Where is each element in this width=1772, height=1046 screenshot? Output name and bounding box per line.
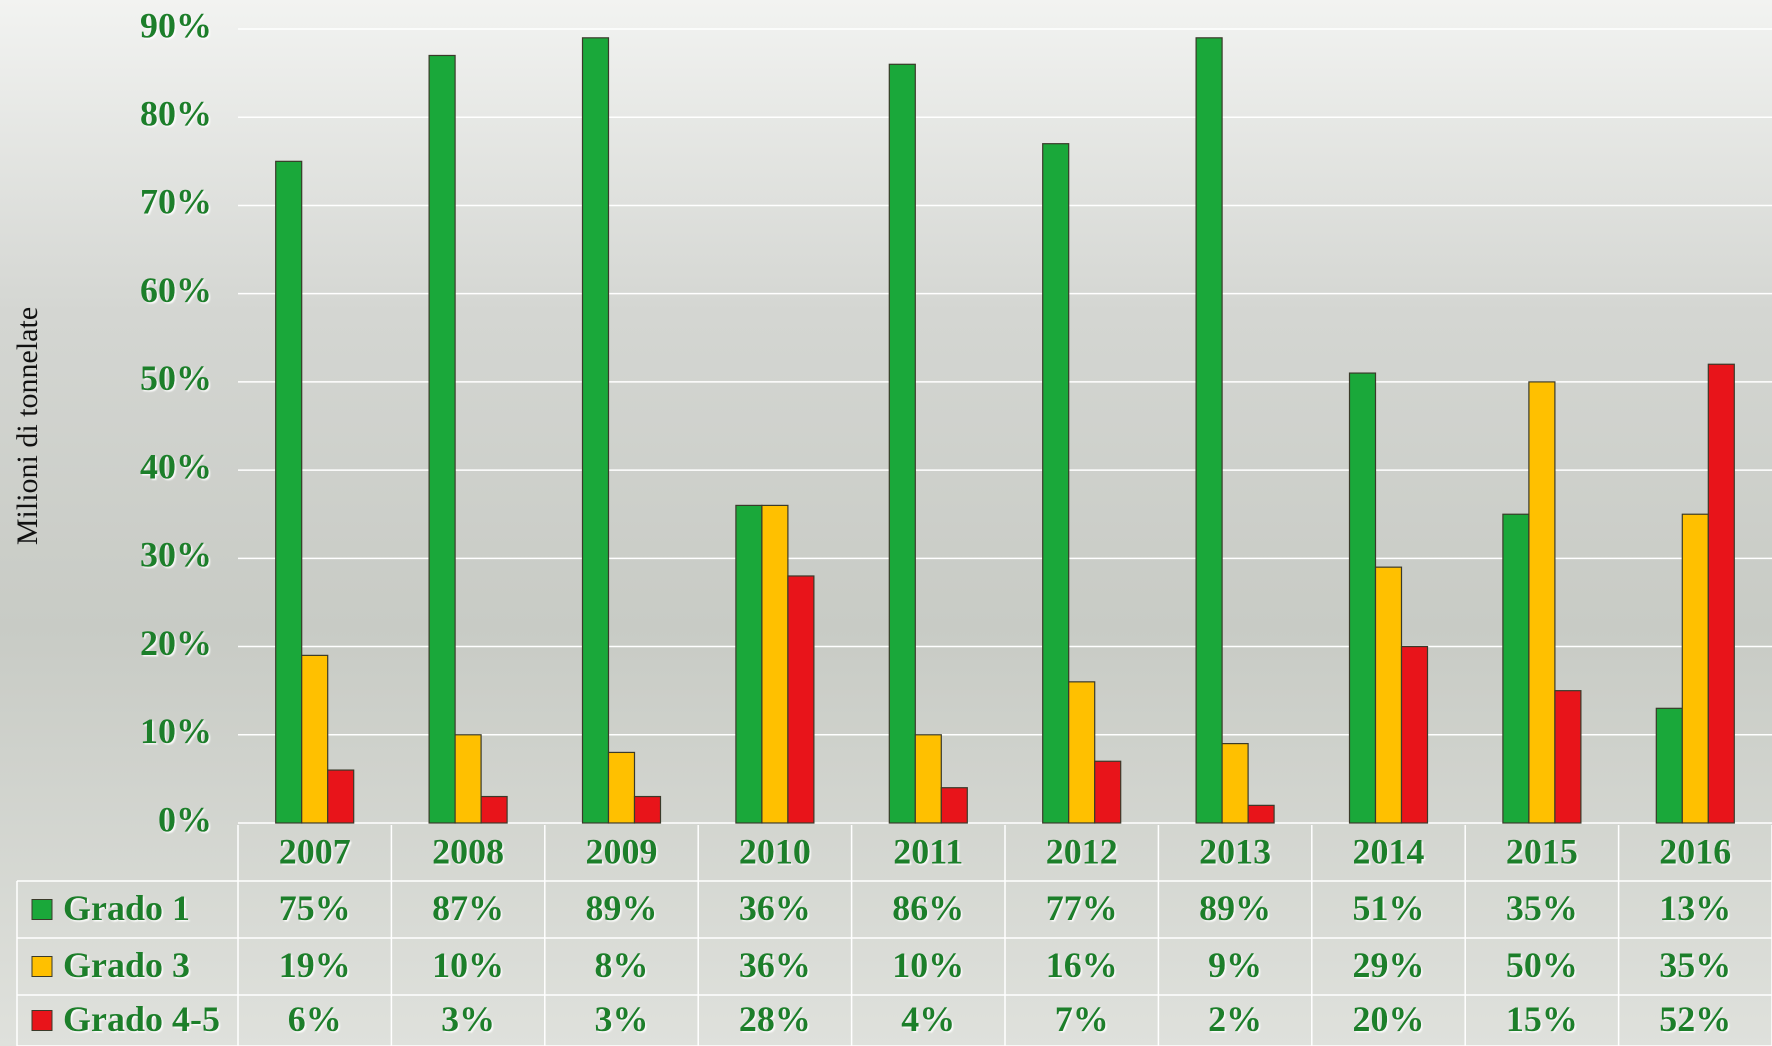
bar <box>1681 513 1709 824</box>
x-tick-label: 2016 <box>1659 831 1731 871</box>
bar <box>1707 363 1735 824</box>
y-tick-label: 90% <box>140 5 212 45</box>
table-value: 28% <box>739 999 811 1039</box>
y-axis-label: Milioni di tonnelate <box>11 307 44 545</box>
bar <box>1348 372 1377 824</box>
table-value: 9% <box>1208 945 1262 985</box>
legend-label: Grado 1 <box>63 888 190 928</box>
bar <box>1195 37 1223 824</box>
table-value: 87% <box>432 888 504 928</box>
bar <box>1528 381 1556 824</box>
bar <box>1655 707 1683 824</box>
legend-swatch <box>31 1010 53 1031</box>
x-tick-label: 2010 <box>739 831 811 871</box>
bar <box>1374 566 1403 824</box>
legend-label: Grado 4-5 <box>63 999 220 1039</box>
y-tick-label: 40% <box>140 446 212 486</box>
bar <box>761 504 789 824</box>
bar <box>1400 645 1429 824</box>
y-tick-label: 30% <box>140 535 212 575</box>
table-value: 52% <box>1659 999 1731 1039</box>
table-value: 7% <box>1055 999 1109 1039</box>
table-value: 3% <box>595 999 649 1039</box>
y-tick-label: 70% <box>140 182 212 222</box>
table-value: 89% <box>1199 888 1271 928</box>
table-value: 75% <box>279 888 351 928</box>
y-tick-label: 60% <box>140 270 212 310</box>
table-value: 86% <box>892 888 964 928</box>
x-tick-label: 2009 <box>586 831 658 871</box>
table-value: 3% <box>441 999 495 1039</box>
bar <box>633 795 662 824</box>
table-value: 29% <box>1353 945 1425 985</box>
table-value: 20% <box>1353 999 1425 1039</box>
bar <box>914 734 942 824</box>
legend-swatch <box>31 899 53 920</box>
bar <box>581 37 610 824</box>
table-value: 89% <box>586 888 658 928</box>
table-value: 35% <box>1659 945 1731 985</box>
table-value: 16% <box>1046 945 1118 985</box>
x-tick-label: 2014 <box>1353 831 1425 871</box>
y-tick-label: 20% <box>140 623 212 663</box>
bar <box>1068 681 1096 824</box>
bar <box>1042 143 1070 824</box>
bar <box>607 751 636 824</box>
bar <box>1094 760 1122 824</box>
bar <box>1554 690 1582 824</box>
y-tick-label: 80% <box>140 93 212 133</box>
bar <box>327 769 355 824</box>
bar <box>1502 513 1530 824</box>
x-tick-label: 2012 <box>1046 831 1118 871</box>
table-value: 4% <box>901 999 955 1039</box>
legend-swatch <box>31 956 53 977</box>
table-value: 2% <box>1208 999 1262 1039</box>
table-value: 15% <box>1506 999 1578 1039</box>
bar <box>787 575 815 824</box>
x-tick-label: 2015 <box>1506 831 1578 871</box>
table-value: 19% <box>279 945 351 985</box>
table-value: 51% <box>1353 888 1425 928</box>
bar <box>301 654 329 824</box>
bar <box>1247 804 1275 824</box>
table-value: 36% <box>739 945 811 985</box>
bar <box>428 54 456 824</box>
y-tick-label: 10% <box>140 711 212 751</box>
y-tick-label: 50% <box>140 358 212 398</box>
table-value: 10% <box>432 945 504 985</box>
x-tick-label: 2013 <box>1199 831 1271 871</box>
table-value: 35% <box>1506 888 1578 928</box>
x-tick-label: 2011 <box>893 831 963 871</box>
table-value: 50% <box>1506 945 1578 985</box>
bar <box>888 63 916 824</box>
bar <box>1221 742 1249 824</box>
bar <box>454 734 482 824</box>
bar <box>275 160 303 824</box>
table-value: 13% <box>1659 888 1731 928</box>
x-tick-label: 2008 <box>432 831 504 871</box>
bar <box>940 787 968 824</box>
table-value: 10% <box>892 945 964 985</box>
y-tick-label: 0% <box>158 799 212 839</box>
x-tick-label: 2007 <box>279 831 351 871</box>
table-value: 8% <box>595 945 649 985</box>
table-value: 36% <box>739 888 811 928</box>
table-value: 6% <box>288 999 342 1039</box>
legend-label: Grado 3 <box>63 945 190 985</box>
bar <box>480 795 508 824</box>
bar <box>735 504 763 824</box>
table-value: 77% <box>1046 888 1118 928</box>
